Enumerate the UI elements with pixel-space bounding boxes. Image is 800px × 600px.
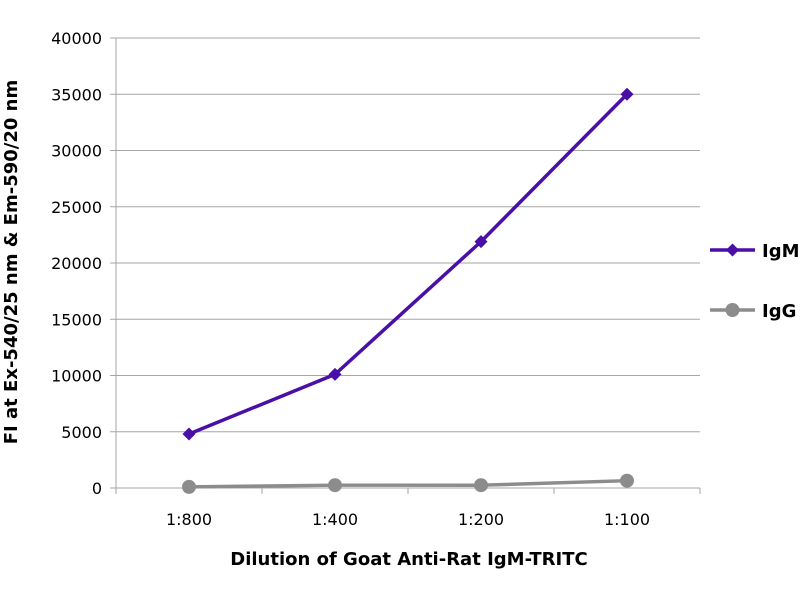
legend-label: IgG xyxy=(762,301,796,322)
data-point-igm xyxy=(182,427,196,441)
legend: IgM IgG xyxy=(710,241,800,322)
x-axis-title: Dilution of Goat Anti-Rat IgM-TRITC xyxy=(230,549,587,570)
y-tick-label: 10000 xyxy=(51,367,102,386)
data-point-igm xyxy=(620,87,634,101)
data-point-igg xyxy=(182,479,196,494)
data-point-igg xyxy=(328,478,342,493)
y-tick-label: 0 xyxy=(92,479,102,498)
x-tick-label: 1:400 xyxy=(312,510,358,529)
x-tick-label: 1:100 xyxy=(604,510,650,529)
y-tick-labels: 0 5000 10000 15000 20000 25000 30000 35000 40000 xyxy=(51,29,102,498)
y-tick-label: 15000 xyxy=(51,310,102,329)
series-igm xyxy=(182,87,634,441)
x-tick-label: 1:800 xyxy=(166,510,212,529)
data-point-igm xyxy=(474,235,488,249)
series-lines xyxy=(182,87,634,494)
legend-label: IgM xyxy=(762,241,800,262)
legend-item-igg: IgG xyxy=(710,301,796,322)
gridlines xyxy=(116,37,700,433)
data-point-igg xyxy=(474,478,488,493)
data-point-igm xyxy=(328,367,342,381)
data-point-igg xyxy=(620,473,634,488)
x-tick-labels: 1:800 1:400 1:200 1:100 xyxy=(166,510,650,529)
y-tick-label: 5000 xyxy=(61,423,102,442)
legend-swatch-marker xyxy=(726,243,739,257)
legend-swatch-marker xyxy=(725,303,740,317)
series-line-igg xyxy=(188,478,628,489)
y-tick-label: 40000 xyxy=(51,29,102,48)
x-tick-label: 1:200 xyxy=(458,510,504,529)
series-line-igm xyxy=(188,93,629,436)
y-axis-title: FI at Ex-540/25 nm & Em-590/20 nm xyxy=(1,80,22,444)
legend-item-igm: IgM xyxy=(710,241,800,262)
axes xyxy=(110,37,701,494)
y-tick-label: 30000 xyxy=(51,142,102,161)
series-igg xyxy=(182,473,634,494)
y-tick-label: 20000 xyxy=(51,254,102,273)
y-tick-label: 35000 xyxy=(51,85,102,104)
y-tick-label: 25000 xyxy=(51,198,102,217)
